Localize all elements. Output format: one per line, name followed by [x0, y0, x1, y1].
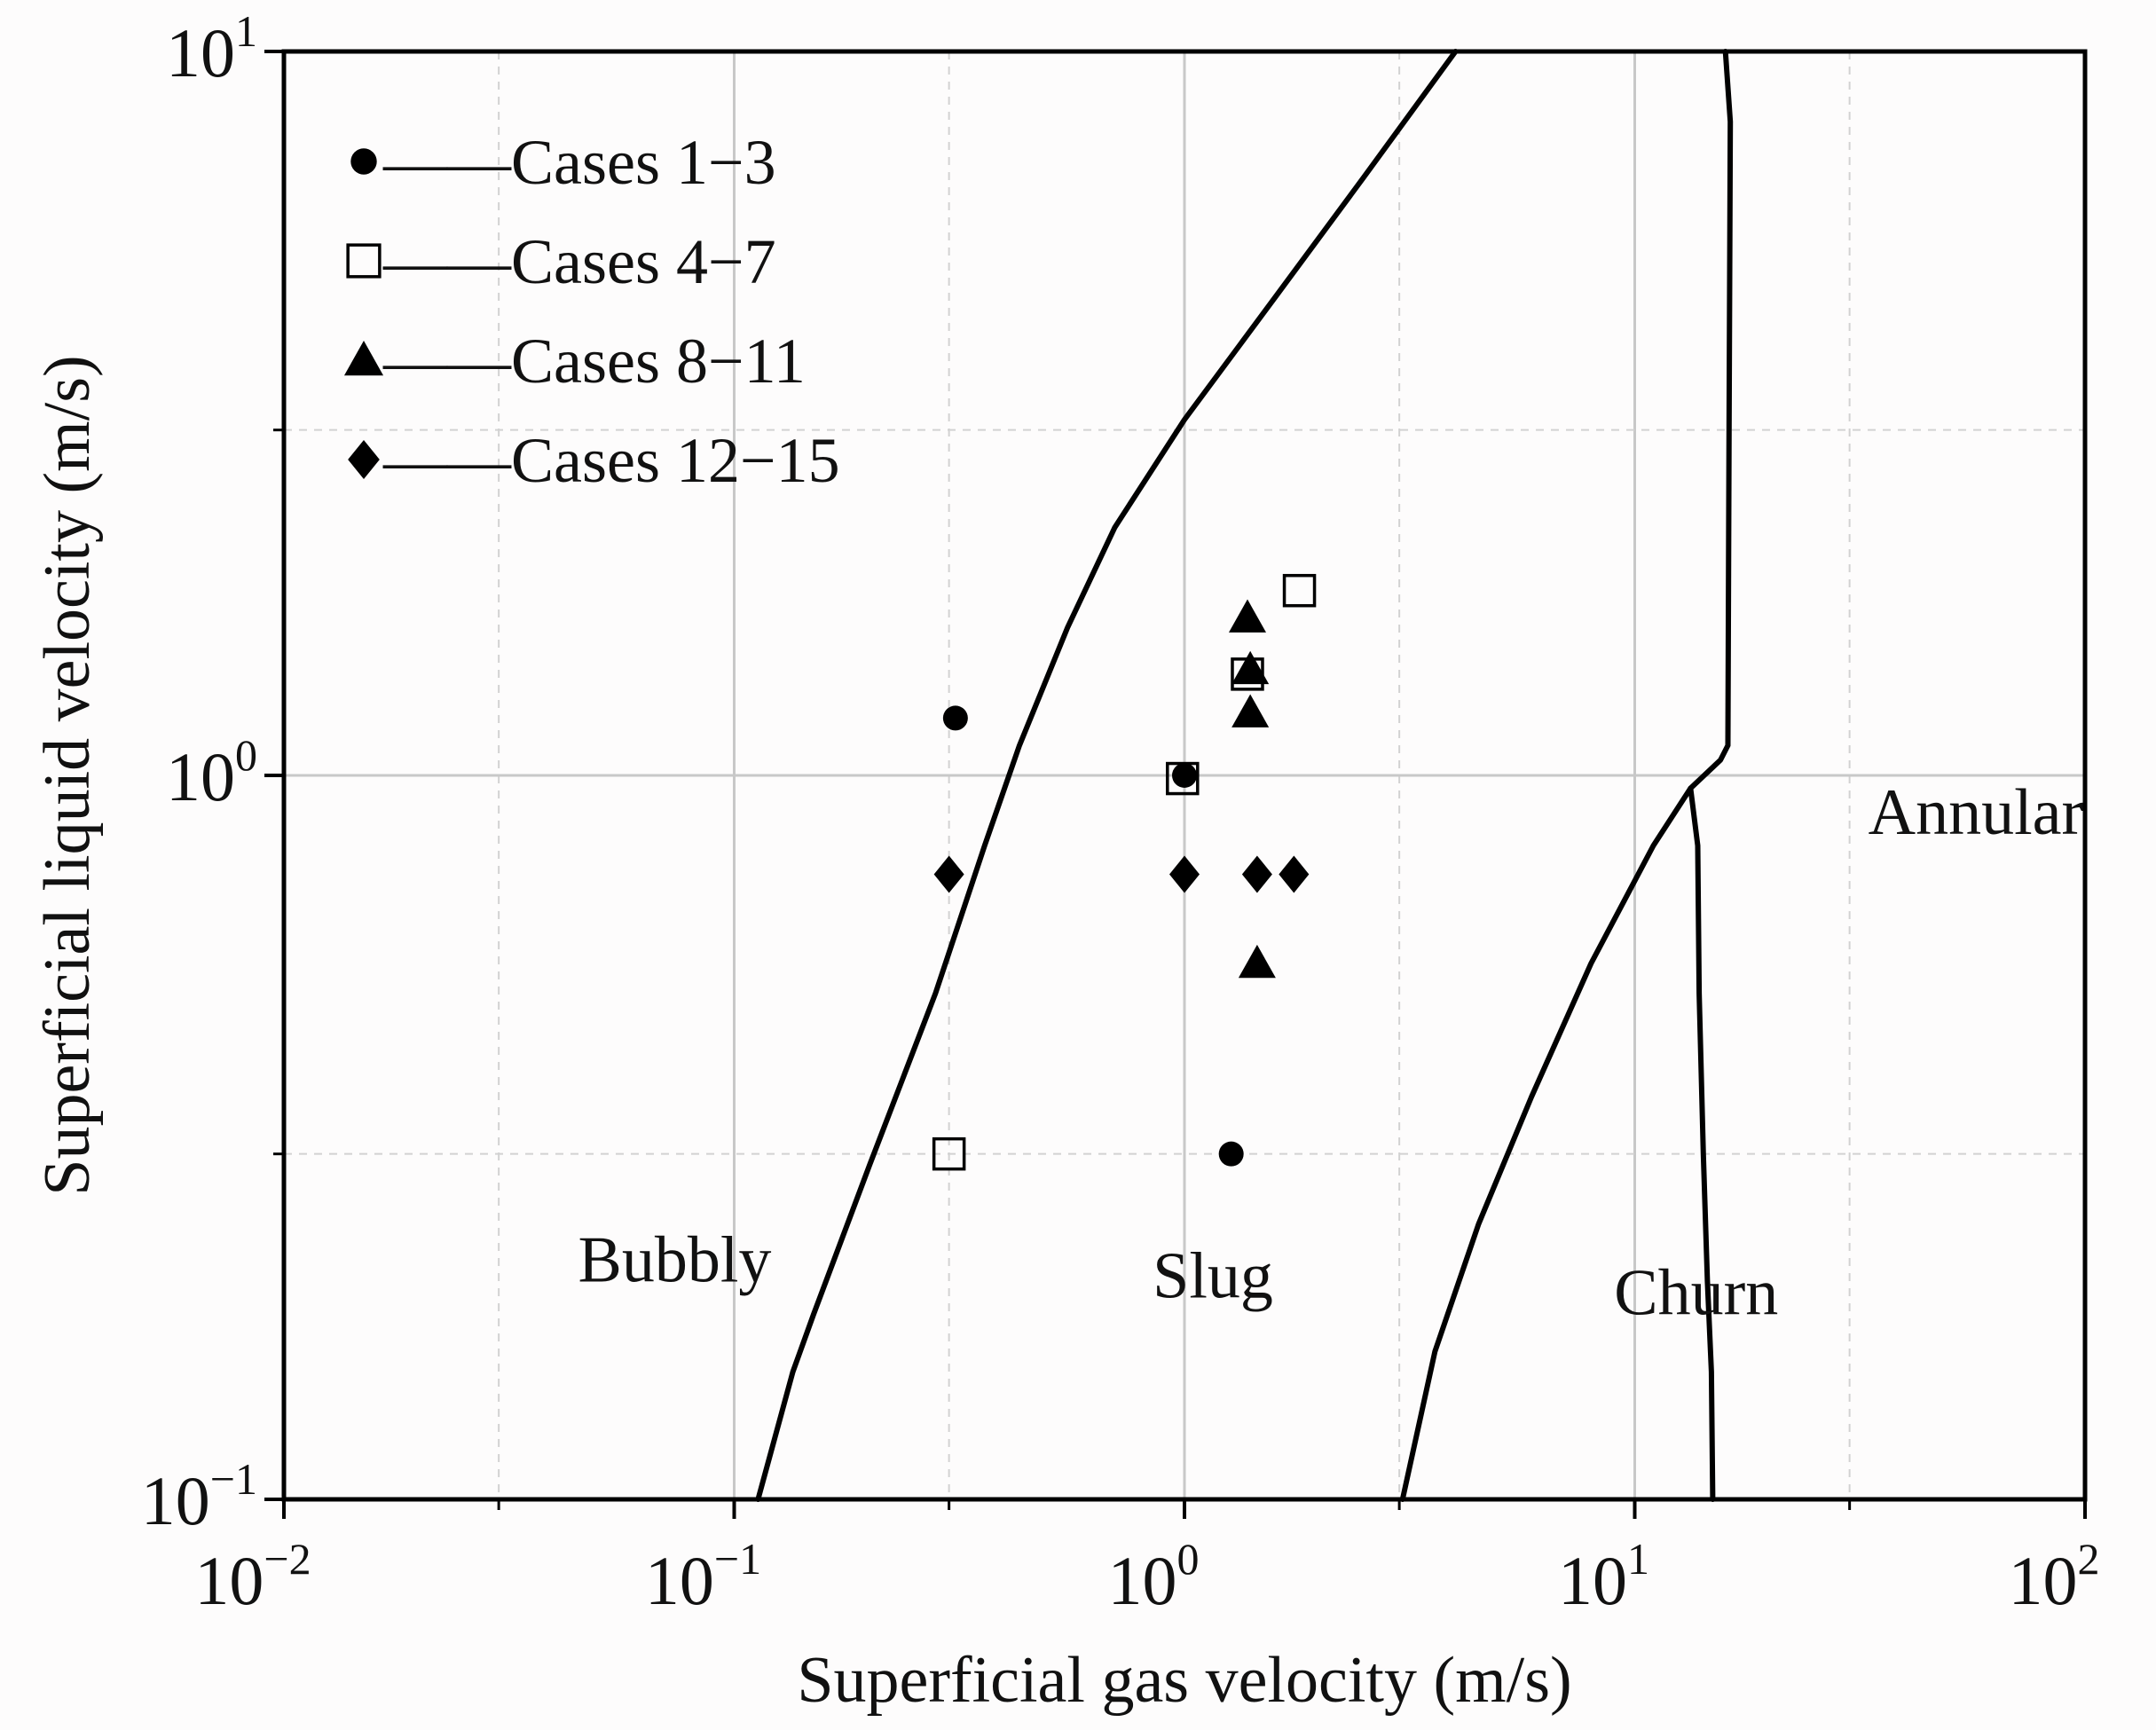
legend-marker-filled-triangle	[343, 340, 384, 376]
x-tick-label: 10−1	[645, 1534, 761, 1619]
grid	[284, 51, 2085, 1499]
data-point-filled-circle	[1218, 1141, 1244, 1167]
data-point-open-square	[1282, 573, 1317, 608]
legend-marker-filled-diamond	[348, 439, 380, 480]
region-label-slug: Slug	[1153, 1240, 1273, 1313]
legend-marker-filled-circle	[350, 148, 377, 175]
data-point-filled-circle	[1172, 763, 1197, 788]
data-point-filled-triangle	[1231, 694, 1270, 727]
data-point-filled-circle	[942, 705, 968, 731]
legend-label: ——Cases 1−3	[382, 127, 776, 198]
y-tick-label: 10−1	[141, 1454, 257, 1539]
data-point-open-square	[1166, 761, 1200, 796]
x-tick-label: 10−2	[194, 1534, 311, 1619]
data-point-filled-triangle	[1228, 599, 1266, 633]
data-point-filled-diamond	[933, 855, 964, 893]
y-tick-label: 101	[166, 6, 257, 91]
regime-boundaries	[755, 49, 1734, 1502]
boundary-slug-annular	[1688, 49, 1734, 791]
region-label-annular: Annular	[1869, 776, 2084, 849]
boundary-slug-churn	[1399, 785, 1694, 1502]
legend: ——Cases 1−3 ——Cases 4−7 ——Cases 8−11 ——Case…	[343, 127, 840, 496]
data-points	[932, 573, 1317, 1171]
data-point-open-square	[932, 1136, 966, 1171]
data-point-filled-triangle	[1231, 650, 1270, 685]
legend-label: ——Cases 4−7	[382, 226, 776, 297]
x-tick-label: 101	[1558, 1534, 1649, 1619]
boundary-churn-annular	[1688, 785, 1716, 1502]
x-axis-title: Superficial gas velocity (m/s)	[797, 1644, 1571, 1717]
data-point-filled-triangle	[1238, 944, 1276, 979]
y-axis-title: Superficial liquid velocity (m/s)	[31, 355, 104, 1195]
region-labels: Bubbly Slug Churn Annular	[578, 776, 2084, 1330]
data-point-filled-diamond	[1279, 855, 1310, 893]
region-label-churn: Churn	[1614, 1257, 1778, 1330]
legend-label: ——Cases 12−15	[382, 425, 840, 496]
y-tick-label: 100	[166, 730, 257, 815]
data-point-filled-diamond	[1241, 855, 1272, 893]
legend-marker-open-square	[346, 243, 382, 279]
boundary-bubbly-slug	[755, 49, 1459, 1502]
x-tick-label: 100	[1108, 1534, 1200, 1619]
region-label-bubbly: Bubbly	[578, 1223, 772, 1296]
legend-label: ——Cases 8−11	[382, 326, 806, 397]
x-tick-label: 102	[2009, 1534, 2100, 1619]
data-point-filled-diamond	[1169, 855, 1200, 893]
